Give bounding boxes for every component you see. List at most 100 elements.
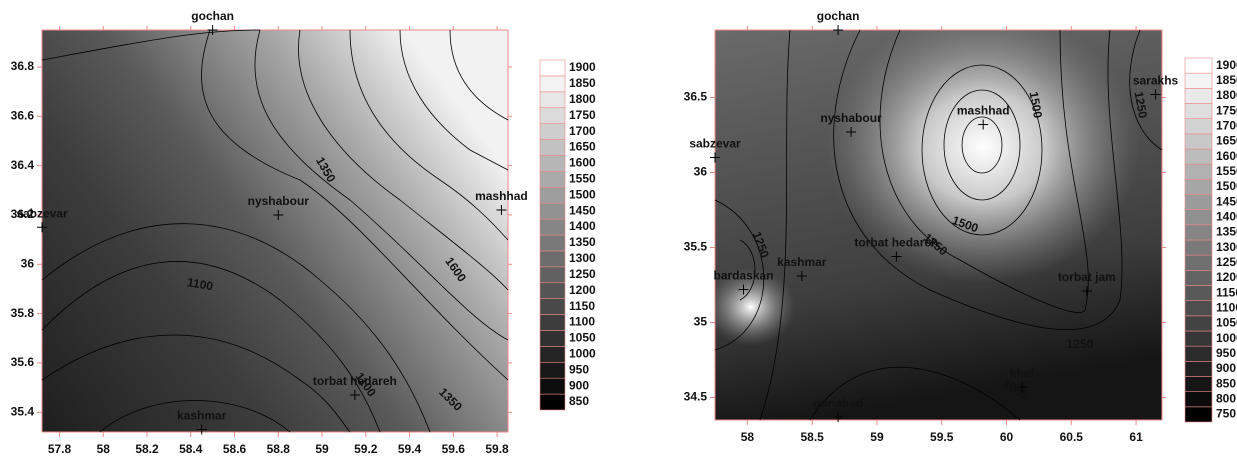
- station-label: khaf: [1010, 366, 1036, 380]
- colorbar-label: 1000: [1216, 331, 1237, 345]
- y-tick-label: 36: [21, 256, 35, 270]
- colorbar-cell: [1184, 270, 1213, 286]
- colorbar-label: 1050: [569, 331, 596, 345]
- station-marker: [1150, 89, 1161, 100]
- colorbar-label: 1400: [1216, 209, 1237, 223]
- station-label: kashmar: [777, 255, 827, 269]
- y-tick-label: 36.5: [684, 90, 708, 104]
- colorbar-cell: [539, 107, 566, 124]
- station-label: gochan: [191, 9, 234, 23]
- station-label: gochan: [817, 9, 860, 23]
- station-marker: [37, 222, 47, 233]
- x-tick-label: 58.4: [179, 442, 203, 456]
- colorbar-cell: [539, 250, 566, 268]
- colorbar-cell: [539, 202, 566, 220]
- station-label: sarakhs: [1133, 74, 1179, 88]
- contour-label: 1100: [186, 275, 214, 293]
- plot-area: [41, 29, 509, 433]
- station-label: gonabad: [813, 396, 863, 410]
- x-tick-label: 61: [1129, 430, 1143, 444]
- y-tick-label: 35.8: [11, 306, 35, 320]
- contour-label: 1250: [1067, 337, 1094, 351]
- colorbar-label: 1250: [569, 267, 596, 281]
- colorbar-cell: [539, 59, 566, 77]
- colorbar-label: 1700: [569, 124, 596, 138]
- colorbar-cell: [539, 393, 566, 411]
- colorbar-label: 1250: [1216, 255, 1237, 269]
- colorbar-label: 1150: [569, 299, 595, 313]
- colorbar-cell: [1184, 118, 1213, 135]
- colorbar-label: 900: [1216, 361, 1236, 375]
- station-marker: [738, 284, 749, 295]
- station-label: nyshabour: [820, 111, 882, 125]
- colorbar-cell: [1184, 57, 1213, 74]
- colorbar-label: 1800: [1216, 88, 1237, 102]
- contour-label: 1250: [1132, 90, 1150, 119]
- colorbar-cell: [539, 377, 566, 395]
- colorbar-label: 1750: [569, 108, 596, 122]
- colorbar-label: 1550: [569, 171, 596, 185]
- colorbar-cell: [539, 234, 566, 252]
- station-marker: [796, 271, 807, 281]
- station-marker: [891, 251, 902, 262]
- colorbar-cell: [1184, 148, 1213, 165]
- colorbar-cell: [1184, 239, 1213, 256]
- colorbar-cell: [1184, 376, 1213, 392]
- station-marker: [833, 25, 844, 35]
- colorbar-label: 1750: [1216, 103, 1237, 117]
- map-panel: 58 58.5 59 59.5 60 60.5 61 34.5 35 35.5 36 36.5 goch…: [684, 9, 1237, 444]
- y-tick-label: 35.5: [684, 240, 708, 254]
- colorbar-label: 900: [569, 378, 589, 392]
- colorbar-label: 1550: [1216, 164, 1237, 178]
- station-marker: [710, 152, 720, 163]
- colorbar-cell: [1184, 300, 1213, 317]
- colorbar-cell: [1184, 254, 1213, 271]
- station-label: mashhad: [957, 104, 1010, 118]
- station-marker: [1017, 382, 1028, 392]
- colorbar-label: 1800: [569, 92, 596, 106]
- x-tick-label: 58.2: [135, 442, 159, 456]
- station-marker: [846, 127, 857, 137]
- colorbar-label: 1700: [1216, 118, 1237, 132]
- colorbar-label: 1900: [569, 60, 596, 74]
- x-tick-label: 60.5: [1060, 430, 1084, 444]
- colorbar-cell: [539, 91, 566, 109]
- colorbar-label: 1850: [1216, 73, 1237, 87]
- colorbar-label: 950: [1216, 346, 1236, 360]
- colorbar-cell: [1184, 194, 1213, 210]
- station-label: kashmar: [177, 409, 227, 423]
- x-tick-label: 57.8: [48, 442, 72, 456]
- colorbar-label: 1100: [1216, 300, 1237, 314]
- colorbar-label: 1450: [569, 203, 596, 217]
- contour-lines: [714, 29, 1163, 421]
- colorbar-label: 1200: [569, 283, 596, 297]
- colorbar-cell: [539, 155, 566, 172]
- y-tick-label: 34.5: [684, 390, 708, 404]
- colorbar-cell: [539, 266, 566, 284]
- colorbar-cell: [1184, 209, 1213, 226]
- x-tick-label: 59.8: [485, 442, 509, 456]
- station-label: torbat jam: [1058, 270, 1116, 284]
- x-tick-label: 59.5: [930, 430, 954, 444]
- colorbar-label: 1500: [569, 187, 596, 201]
- x-tick-label: 59.4: [398, 442, 422, 456]
- colorbar-cell: [539, 218, 566, 236]
- colorbar-label: 1000: [569, 346, 596, 360]
- colorbar-label: 850: [569, 394, 589, 408]
- colorbar-label: 1850: [569, 76, 596, 90]
- colorbar-label: 1450: [1216, 194, 1237, 208]
- station-marker: [196, 424, 207, 435]
- y-tick-label: 36: [694, 165, 708, 179]
- x-tick-label: 58.8: [267, 442, 291, 456]
- station-label: torbat hedareh: [854, 236, 938, 250]
- colorbar-cell: [1184, 391, 1213, 408]
- x-tick-label: 58: [97, 442, 111, 456]
- colorbar-cell: [1184, 179, 1213, 195]
- station-label: sabzevar: [689, 137, 741, 151]
- station-marker: [273, 209, 284, 220]
- colorbar-cell: [539, 186, 566, 204]
- colorbar-label: 1600: [569, 156, 596, 170]
- plot-shade: [715, 30, 1162, 420]
- station-marker: [833, 412, 844, 422]
